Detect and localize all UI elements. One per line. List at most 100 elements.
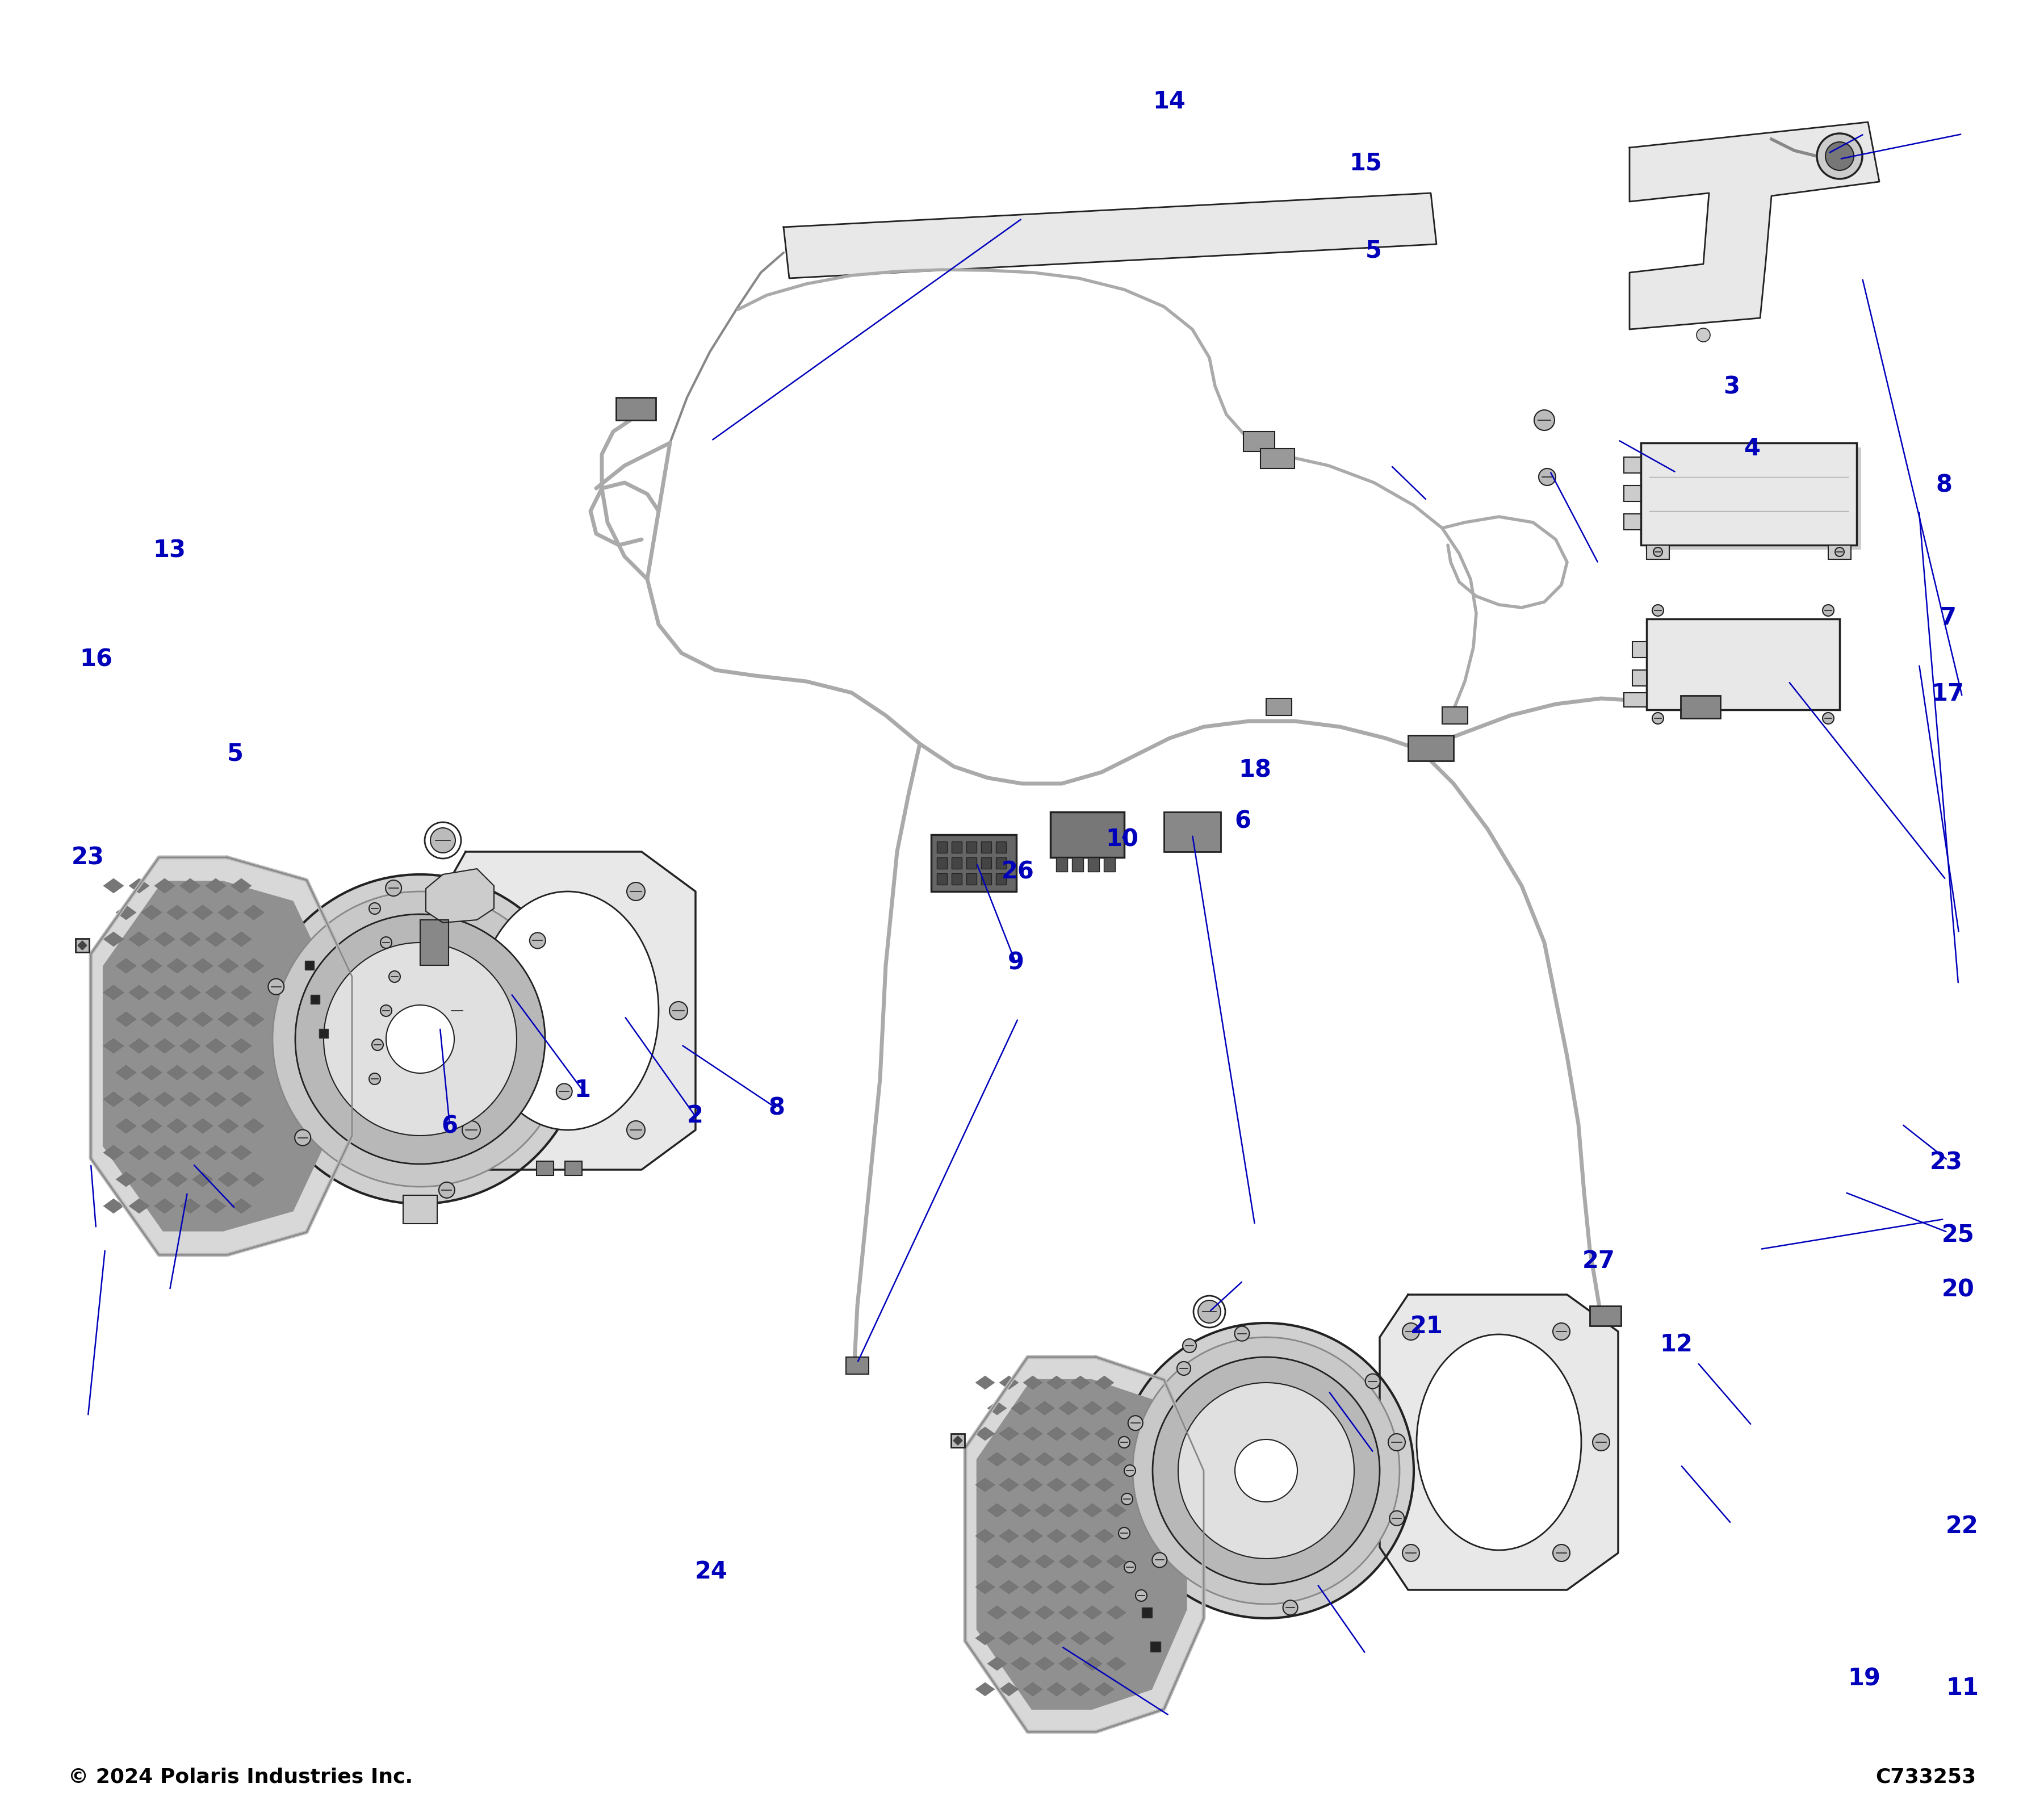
Polygon shape [1047,1426,1067,1441]
Polygon shape [1024,1581,1042,1594]
Polygon shape [129,1092,149,1107]
Circle shape [1136,1590,1147,1601]
Polygon shape [155,1145,176,1159]
Polygon shape [231,878,251,894]
Polygon shape [1096,1683,1114,1695]
Polygon shape [1096,1632,1114,1644]
Circle shape [386,879,401,896]
Text: 6: 6 [1235,809,1251,834]
Polygon shape [155,878,176,894]
Polygon shape [987,1452,1006,1466]
Polygon shape [243,1065,264,1079]
Polygon shape [155,985,176,999]
Bar [1623,485,1641,501]
Polygon shape [1000,1426,1018,1441]
Bar [1623,692,1647,707]
Circle shape [380,938,392,948]
Bar [1633,670,1647,685]
Polygon shape [987,1504,1006,1517]
Circle shape [529,932,546,948]
Bar [1143,1608,1153,1617]
Polygon shape [1047,1632,1067,1644]
Polygon shape [975,1477,995,1492]
Polygon shape [1047,1581,1067,1594]
Polygon shape [1083,1657,1102,1670]
Text: 7: 7 [1940,605,1956,630]
Bar [936,874,946,885]
Circle shape [388,970,401,983]
Polygon shape [78,941,86,950]
Bar [936,841,946,852]
Bar [1408,736,1453,761]
Polygon shape [1096,1375,1114,1390]
Text: 15: 15 [1349,151,1382,176]
Bar [1645,447,1862,549]
Polygon shape [129,1039,149,1054]
Polygon shape [206,1145,227,1159]
Bar [995,841,1006,852]
Circle shape [294,914,546,1165]
Bar [1623,514,1641,531]
Polygon shape [1047,1375,1067,1390]
Polygon shape [180,1145,200,1159]
Polygon shape [129,1199,149,1214]
Bar [564,1161,583,1176]
Circle shape [1183,1339,1196,1352]
Bar [1265,698,1292,716]
Polygon shape [231,1199,251,1214]
Bar [995,858,1006,869]
Polygon shape [231,985,251,999]
Polygon shape [1629,122,1878,329]
Polygon shape [141,959,161,974]
Bar [615,398,656,420]
Polygon shape [117,905,137,919]
Text: 18: 18 [1239,758,1271,783]
Circle shape [256,874,585,1203]
Text: 17: 17 [1932,681,1964,707]
Polygon shape [439,852,695,1170]
Polygon shape [192,1172,213,1187]
Bar [319,1028,329,1038]
Polygon shape [129,932,149,947]
Text: 11: 11 [1946,1675,1979,1701]
Polygon shape [1096,1530,1114,1543]
Polygon shape [1024,1426,1042,1441]
Circle shape [1177,1383,1353,1559]
Polygon shape [206,985,227,999]
Polygon shape [1034,1401,1055,1415]
Polygon shape [141,905,161,919]
Bar [305,961,315,970]
Circle shape [1652,605,1664,616]
Polygon shape [206,1039,227,1054]
Polygon shape [141,1119,161,1134]
Polygon shape [1059,1504,1079,1517]
Text: 9: 9 [1008,950,1024,976]
Bar [1104,858,1116,872]
Polygon shape [219,1065,239,1079]
Polygon shape [141,1012,161,1027]
Polygon shape [243,1119,264,1134]
Bar [1641,443,1856,545]
Bar [1071,858,1083,872]
Polygon shape [987,1606,1006,1619]
Polygon shape [1024,1477,1042,1492]
Text: 23: 23 [1930,1150,1962,1176]
Polygon shape [1024,1530,1042,1543]
Circle shape [1697,329,1711,342]
Bar [1087,858,1100,872]
Bar [967,874,977,885]
Circle shape [370,1074,380,1085]
Circle shape [462,1121,480,1139]
Polygon shape [1034,1504,1055,1517]
Polygon shape [1047,1683,1067,1695]
Polygon shape [104,1039,125,1054]
Polygon shape [965,1357,1204,1732]
Polygon shape [1034,1606,1055,1619]
Polygon shape [1012,1555,1030,1568]
Polygon shape [1012,1504,1030,1517]
Circle shape [1539,469,1555,485]
Text: 22: 22 [1946,1514,1979,1539]
Polygon shape [987,1555,1006,1568]
Polygon shape [219,905,239,919]
Circle shape [1122,1494,1132,1504]
